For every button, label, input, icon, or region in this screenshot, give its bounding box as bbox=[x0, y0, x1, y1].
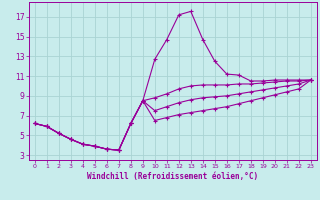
X-axis label: Windchill (Refroidissement éolien,°C): Windchill (Refroidissement éolien,°C) bbox=[87, 172, 258, 181]
